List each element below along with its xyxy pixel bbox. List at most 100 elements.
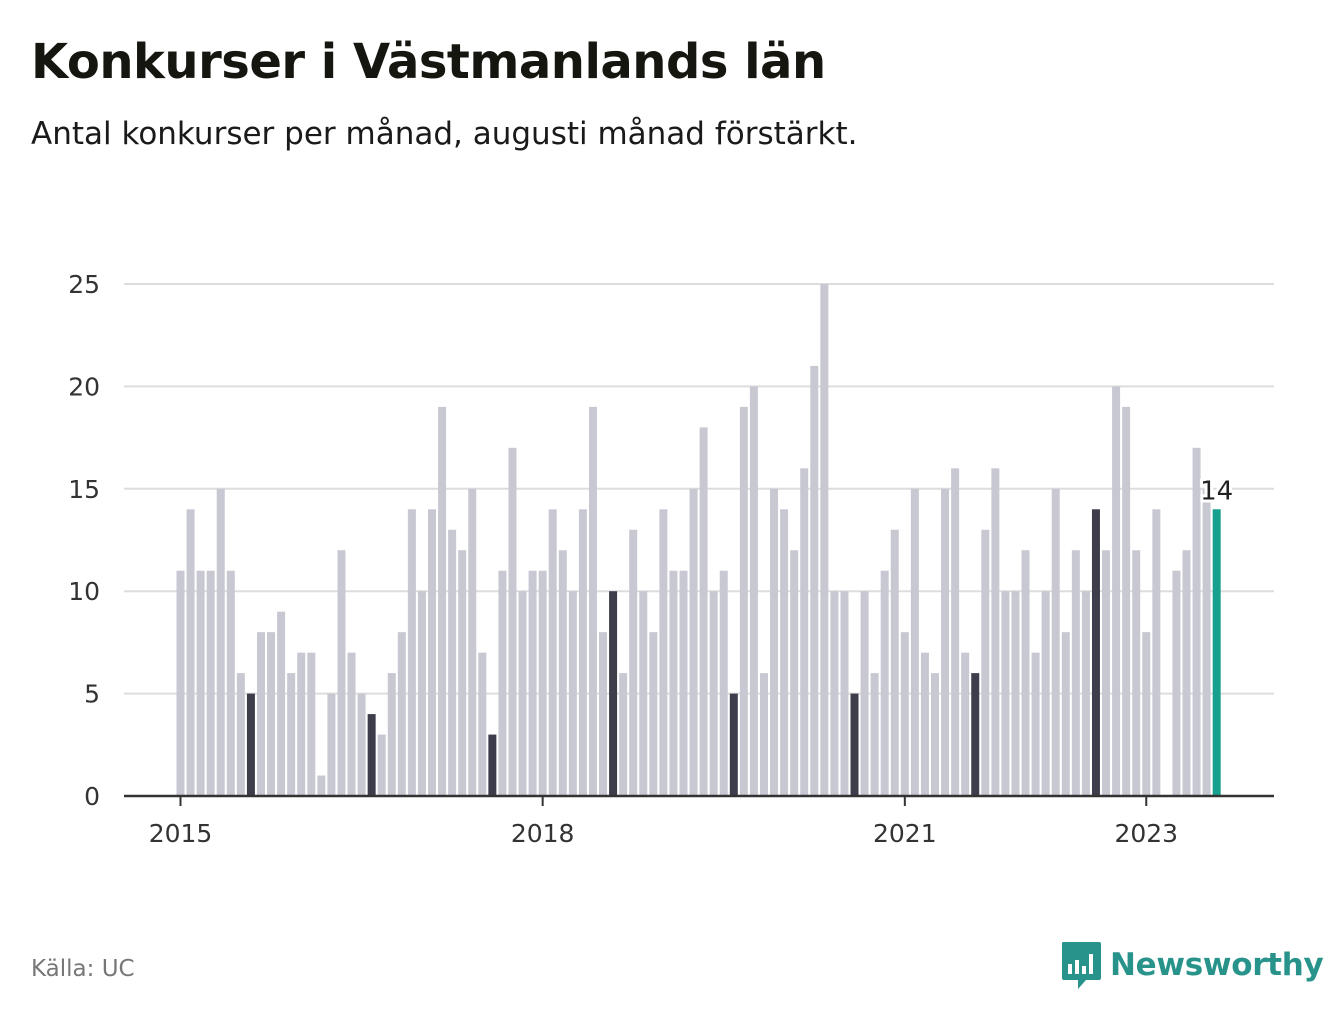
bar xyxy=(759,673,768,796)
bar xyxy=(347,652,356,796)
chart-subtitle: Antal konkurser per månad, augusti månad… xyxy=(31,116,858,152)
bar xyxy=(196,570,205,796)
x-tick-label: 2015 xyxy=(149,819,213,848)
bar xyxy=(709,591,718,796)
bar xyxy=(669,570,678,796)
bar xyxy=(417,591,426,796)
bar xyxy=(297,652,306,796)
bar xyxy=(568,591,577,796)
bar xyxy=(387,673,396,796)
bar xyxy=(407,509,416,796)
bar xyxy=(920,652,929,796)
bar xyxy=(448,529,457,796)
bar xyxy=(659,509,668,796)
bar xyxy=(1041,591,1050,796)
bar xyxy=(739,406,748,796)
last-value-label: 14 xyxy=(1200,476,1233,506)
x-tick-label: 2018 xyxy=(511,819,575,848)
bar xyxy=(357,693,366,796)
bar xyxy=(488,734,497,796)
bar xyxy=(609,591,618,796)
bar xyxy=(428,509,436,796)
bar xyxy=(981,529,990,796)
newsworthy-logo-icon xyxy=(1062,942,1101,989)
bar xyxy=(1112,386,1121,796)
bar xyxy=(1172,570,1181,796)
bar xyxy=(830,591,839,796)
bar xyxy=(337,550,346,796)
bar xyxy=(498,570,507,796)
bar xyxy=(729,693,738,796)
bar xyxy=(931,673,939,796)
bar xyxy=(900,632,909,796)
bar xyxy=(890,529,899,796)
bar xyxy=(578,509,587,796)
x-tick-label: 2021 xyxy=(873,819,937,848)
bar xyxy=(689,488,698,796)
bar xyxy=(367,714,376,796)
bar xyxy=(216,488,225,796)
bar xyxy=(1122,406,1131,796)
x-tick-label: 2023 xyxy=(1114,819,1178,848)
bar xyxy=(1061,632,1070,796)
source-note: Källa: UC xyxy=(31,956,135,982)
y-tick-label: 10 xyxy=(68,577,100,606)
bar xyxy=(327,693,336,796)
bar xyxy=(619,673,628,796)
bar xyxy=(1142,632,1151,796)
bar xyxy=(1001,591,1010,796)
bar xyxy=(699,427,708,796)
bar xyxy=(961,652,970,796)
bar xyxy=(800,468,809,796)
bar xyxy=(186,509,195,796)
bar xyxy=(599,632,608,796)
bar xyxy=(719,570,728,796)
bar xyxy=(206,570,215,796)
bar xyxy=(1202,488,1211,796)
y-tick-label: 25 xyxy=(68,270,100,299)
bar xyxy=(508,447,517,796)
bar xyxy=(1132,550,1141,796)
bar xyxy=(1182,550,1191,796)
bar xyxy=(951,468,960,796)
bar xyxy=(880,570,889,796)
bar xyxy=(588,406,597,796)
y-tick-label: 5 xyxy=(84,680,100,709)
bar xyxy=(639,591,648,796)
bar xyxy=(780,509,789,796)
bar xyxy=(538,570,547,796)
bar xyxy=(991,468,1000,796)
bar xyxy=(749,386,758,796)
bar xyxy=(468,488,477,796)
bar xyxy=(1091,509,1100,796)
brand-logo: Newsworthy xyxy=(1060,940,1324,990)
bar xyxy=(1152,509,1161,796)
bar xyxy=(1081,591,1090,796)
y-tick-label: 0 xyxy=(84,782,100,811)
bar xyxy=(458,550,467,796)
bar xyxy=(1102,550,1111,796)
bar xyxy=(629,529,638,796)
bar xyxy=(860,591,869,796)
x-axis: 2015 2018 2021 2023 xyxy=(124,794,1274,848)
bar xyxy=(256,632,265,796)
bar xyxy=(528,570,537,796)
bar xyxy=(317,775,326,796)
bar xyxy=(1031,652,1040,796)
bar xyxy=(679,570,688,796)
bar xyxy=(518,591,527,796)
bar xyxy=(1212,509,1221,796)
bar xyxy=(397,632,406,796)
bar xyxy=(478,652,487,796)
bar xyxy=(850,693,859,796)
y-tick-label: 15 xyxy=(68,475,100,504)
bar xyxy=(377,734,386,796)
labels: 14 xyxy=(1197,473,1236,509)
bar xyxy=(558,550,567,796)
bar xyxy=(267,632,276,796)
bar xyxy=(1051,488,1060,796)
bar xyxy=(649,632,658,796)
bar xyxy=(840,591,849,796)
bar xyxy=(236,673,245,796)
